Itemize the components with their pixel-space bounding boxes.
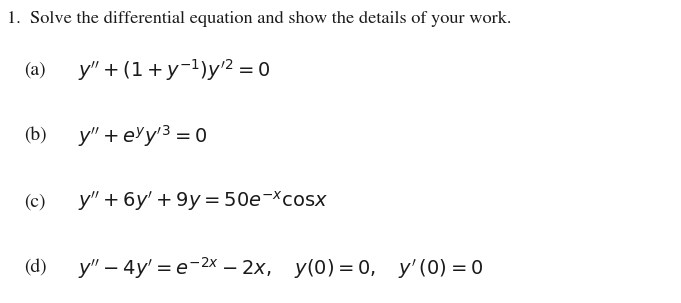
Text: (d): (d) bbox=[24, 260, 46, 277]
Text: $y'' - 4y' = e^{-2x} - 2x, \quad y(0) = 0, \quad y'\,(0) = 0$: $y'' - 4y' = e^{-2x} - 2x, \quad y(0) = … bbox=[78, 255, 484, 281]
Text: (a): (a) bbox=[24, 61, 46, 78]
Text: (b): (b) bbox=[24, 128, 46, 145]
Text: (c): (c) bbox=[24, 193, 46, 210]
Text: $y'' + (1 + y^{-1})y'^{2} = 0$: $y'' + (1 + y^{-1})y'^{2} = 0$ bbox=[78, 57, 271, 83]
Text: $y'' + e^{y}y'^{3} = 0$: $y'' + e^{y}y'^{3} = 0$ bbox=[78, 123, 208, 149]
Text: 1.  Solve the differential equation and show the details of your work.: 1. Solve the differential equation and s… bbox=[7, 11, 511, 27]
Text: $y'' + 6y' + 9y = 50e^{-x}\mathrm{cos}x$: $y'' + 6y' + 9y = 50e^{-x}\mathrm{cos}x$ bbox=[78, 189, 328, 214]
